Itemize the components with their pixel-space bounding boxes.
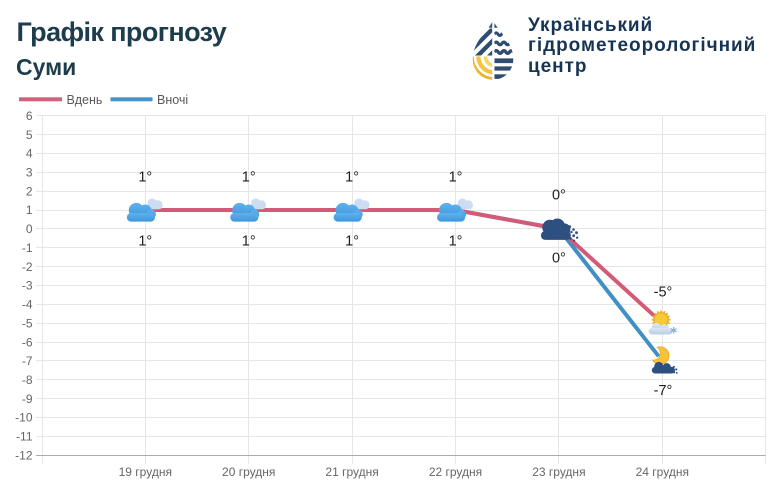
svg-text:Вночі: Вночі (157, 93, 188, 107)
svg-text:-1: -1 (22, 241, 33, 255)
svg-text:-5: -5 (22, 316, 33, 330)
svg-text:1°: 1° (242, 170, 256, 186)
svg-text:-12: -12 (15, 448, 33, 462)
svg-text:1°: 1° (345, 233, 359, 249)
svg-text:Вдень: Вдень (67, 93, 103, 107)
svg-text:24 грудня: 24 грудня (636, 465, 689, 479)
svg-text:1°: 1° (138, 170, 152, 186)
svg-text:-5°: -5° (654, 284, 673, 300)
svg-text:20 грудня: 20 грудня (222, 465, 275, 479)
svg-text:-2: -2 (22, 260, 33, 274)
svg-text:-6: -6 (22, 335, 33, 349)
svg-text:-3: -3 (22, 279, 33, 293)
svg-text:-4: -4 (22, 298, 33, 312)
svg-text:23 грудня: 23 грудня (532, 465, 585, 479)
svg-text:5: 5 (26, 128, 33, 142)
svg-text:-7°: -7° (654, 383, 673, 399)
svg-text:0: 0 (26, 222, 33, 236)
svg-text:-10: -10 (15, 411, 33, 425)
svg-text:22 грудня: 22 грудня (429, 465, 482, 479)
svg-text:-9: -9 (22, 392, 33, 406)
svg-text:-11: -11 (16, 430, 33, 444)
svg-text:1: 1 (26, 203, 33, 217)
svg-text:1°: 1° (138, 233, 152, 249)
svg-text:1°: 1° (449, 170, 463, 186)
svg-text:1°: 1° (242, 233, 256, 249)
svg-text:21 грудня: 21 грудня (325, 465, 378, 479)
svg-text:1°: 1° (449, 233, 463, 249)
svg-text:19 грудня: 19 грудня (119, 465, 172, 479)
svg-text:6: 6 (26, 109, 33, 123)
svg-text:-7: -7 (22, 354, 33, 368)
svg-text:4: 4 (26, 147, 33, 161)
svg-text:2: 2 (26, 184, 33, 198)
svg-text:-8: -8 (22, 373, 33, 387)
svg-text:0°: 0° (552, 187, 566, 203)
svg-text:3: 3 (26, 166, 33, 180)
svg-text:1°: 1° (345, 170, 359, 186)
svg-text:0°: 0° (552, 251, 566, 267)
